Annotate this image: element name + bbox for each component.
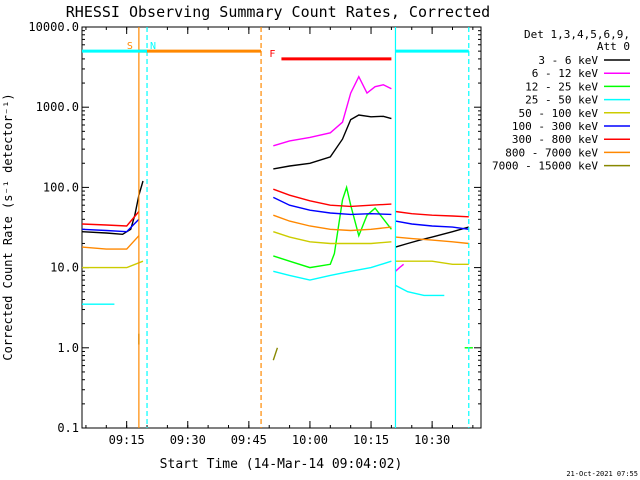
series-line-6 [395, 220, 469, 230]
legend-entry-label: 100 - 300 keV [512, 120, 598, 133]
series-line-6 [82, 218, 140, 233]
series-line-3 [273, 184, 392, 269]
series-line-5 [82, 260, 144, 269]
series-line-8 [273, 214, 392, 232]
y-tick-label: 10000.0 [28, 20, 79, 34]
series-line-5 [273, 231, 392, 245]
legend-entry-label: 6 - 12 keV [532, 67, 599, 80]
footer-date: 21-Oct-2021 07:55 [566, 470, 638, 478]
legend-entry-label: 300 - 800 keV [512, 133, 598, 146]
y-axis-label: Corrected Count Rate (s⁻¹ detector⁻¹) [1, 93, 15, 360]
series-line-1 [82, 180, 144, 236]
annotation-label: S [127, 41, 133, 52]
series-line-2 [395, 263, 405, 272]
series-line-4 [273, 260, 392, 281]
legend-header: Det 1,3,4,5,6,9, [524, 28, 630, 41]
y-tick-label: 10.0 [50, 261, 79, 275]
series-line-1 [273, 114, 392, 170]
x-tick-label: 10:30 [414, 433, 450, 447]
y-axis: 0.1 1.0 10.0 100.0 1000.0 10000.0 [28, 20, 481, 435]
series-line-7 [395, 210, 469, 218]
series-line-8 [82, 235, 140, 250]
x-axis-label: Start Time (14-Mar-14 09:04:02) [160, 457, 403, 472]
x-axis: 09:15 09:30 09:45 10:00 10:15 10:30 [85, 27, 474, 447]
series-line-7 [82, 211, 140, 227]
y-tick-label: 1.0 [57, 341, 79, 355]
series-layer [82, 75, 473, 361]
annotation-label: N [150, 41, 156, 52]
annotation-layer [82, 27, 470, 428]
legend-entry-label: 7000 - 15000 keV [492, 160, 598, 173]
plot-area [82, 27, 473, 428]
legend-entry-label: 3 - 6 keV [538, 54, 598, 67]
x-tick-label: 09:45 [231, 433, 267, 447]
y-tick-label: 1000.0 [36, 100, 79, 114]
x-tick-label: 10:00 [292, 433, 328, 447]
series-line-2 [273, 75, 392, 147]
series-line-1 [395, 226, 469, 248]
series-line-4 [395, 284, 445, 297]
legend-entry-label: 800 - 7000 keV [505, 146, 598, 159]
legend-entry-label: 25 - 50 keV [525, 94, 598, 107]
y-tick-label: 100.0 [43, 180, 79, 194]
legend-entry-label: 50 - 100 keV [519, 107, 599, 120]
x-tick-label: 09:15 [109, 433, 145, 447]
annotation-label: F [269, 49, 275, 60]
series-line-9 [272, 347, 279, 361]
x-tick-label: 09:30 [170, 433, 206, 447]
series-line-8 [395, 236, 469, 245]
series-line-6 [272, 196, 392, 216]
x-tick-label: 10:15 [353, 433, 389, 447]
legend-header: Att 0 [597, 40, 630, 53]
series-line-7 [273, 188, 392, 208]
plot-frame [81, 26, 482, 429]
y-tick-label: 0.1 [57, 421, 79, 435]
series-line-5 [395, 260, 469, 265]
chart-title: RHESSI Observing Summary Count Rates, Co… [66, 3, 490, 21]
legend-entry-label: 12 - 25 keV [525, 80, 598, 93]
